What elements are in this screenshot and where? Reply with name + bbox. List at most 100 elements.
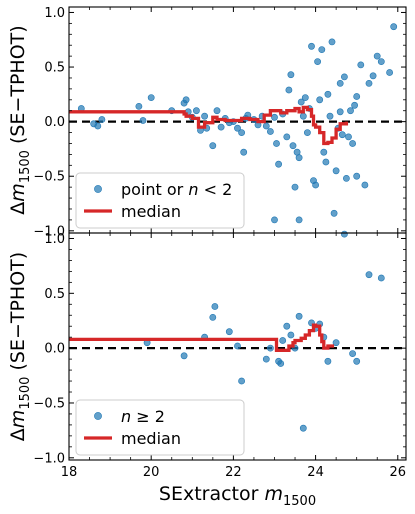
x-tick-label: 26 (390, 465, 407, 480)
data-point (328, 38, 336, 46)
y-tick-label: 0.0 (44, 342, 65, 357)
data-point (209, 313, 217, 321)
data-point (238, 377, 245, 385)
data-point (353, 357, 361, 365)
data-point (217, 123, 225, 131)
data-point (192, 107, 200, 115)
x-tick-label: 24 (307, 465, 324, 480)
legend-label-points: n ≥ 2 (121, 407, 165, 426)
data-point (295, 154, 303, 162)
data-point (349, 140, 356, 147)
data-point (361, 181, 369, 189)
data-point (369, 72, 377, 80)
data-point (213, 107, 221, 115)
median-line (69, 105, 349, 146)
data-point (271, 216, 278, 224)
data-point (386, 69, 393, 76)
legend-label-median: median (121, 202, 181, 221)
data-point (289, 142, 297, 150)
x-tick-label: 22 (225, 465, 242, 480)
data-point (285, 86, 293, 94)
data-point (262, 122, 270, 130)
legend: point or n < 2 median (75, 172, 245, 229)
y-tick-label: −0.5 (33, 170, 65, 185)
legend-box (75, 172, 245, 229)
data-point (234, 124, 241, 132)
data-point (301, 94, 309, 101)
data-point (324, 357, 332, 365)
data-point (238, 129, 245, 136)
data-point (303, 129, 311, 136)
data-point (275, 160, 282, 168)
data-point (287, 331, 295, 339)
top-panel: −1.0 −0.5 0.0 0.5 1.0 Δm1500 (SE−TPHOT) point … (7, 6, 407, 239)
data-point (320, 148, 328, 156)
data-point (336, 108, 344, 116)
data-point (351, 101, 358, 109)
data-point (209, 142, 217, 150)
data-point (322, 158, 330, 166)
data-point (234, 342, 241, 350)
legend-marker-points (94, 185, 102, 193)
data-point (182, 96, 190, 104)
data-point (295, 312, 303, 320)
data-point (349, 350, 356, 357)
data-point (365, 271, 373, 279)
data-point (377, 58, 385, 65)
data-point (308, 42, 315, 50)
data-point (299, 424, 307, 432)
data-point (287, 71, 295, 79)
y-tick-label: −1.0 (33, 224, 65, 239)
data-point (340, 230, 348, 238)
data-point (314, 58, 321, 65)
legend-marker-points (94, 412, 102, 420)
data-point (353, 93, 361, 100)
data-point (225, 328, 233, 336)
data-point (211, 303, 219, 310)
data-point (318, 46, 326, 53)
data-point (330, 209, 338, 217)
y-axis-label: Δm1500 (SE−TPHOT) (7, 25, 33, 214)
y-axis-label: Δm1500 (SE−TPHOT) (7, 252, 33, 441)
data-point (353, 172, 361, 180)
data-point (312, 181, 319, 189)
y-tick-label: −1.0 (33, 451, 65, 466)
data-point (240, 148, 248, 156)
data-point (147, 94, 155, 101)
data-point (373, 52, 381, 60)
y-tick-label: 1.0 (44, 232, 65, 247)
data-point (345, 133, 352, 141)
data-point (326, 112, 334, 120)
y-tick-label: 0.5 (44, 61, 65, 76)
data-point (365, 80, 373, 87)
y-tick-label: 0.0 (44, 115, 65, 130)
data-point (377, 274, 385, 282)
data-point (390, 23, 398, 31)
data-point (271, 113, 278, 121)
data-point (347, 107, 354, 115)
data-point (357, 61, 365, 69)
data-point (180, 352, 188, 360)
data-point (98, 116, 106, 123)
data-point (332, 339, 340, 347)
data-point (135, 103, 143, 110)
data-point (297, 98, 305, 106)
data-point (324, 90, 332, 98)
data-point (139, 117, 147, 124)
data-point (336, 80, 344, 87)
data-point (332, 167, 340, 175)
data-point (262, 355, 270, 363)
legend: n ≥ 2 median (75, 399, 245, 456)
legend-label-points: point or n < 2 (121, 180, 232, 199)
data-point (279, 337, 287, 344)
legend-box (75, 399, 245, 456)
data-point (316, 96, 324, 104)
data-point (94, 122, 102, 130)
data-point (338, 131, 346, 139)
data-point (266, 344, 274, 352)
data-point (291, 183, 299, 191)
y-tick-label: 0.5 (44, 287, 65, 302)
y-tick-label: 1.0 (44, 6, 65, 21)
data-point (283, 322, 291, 330)
